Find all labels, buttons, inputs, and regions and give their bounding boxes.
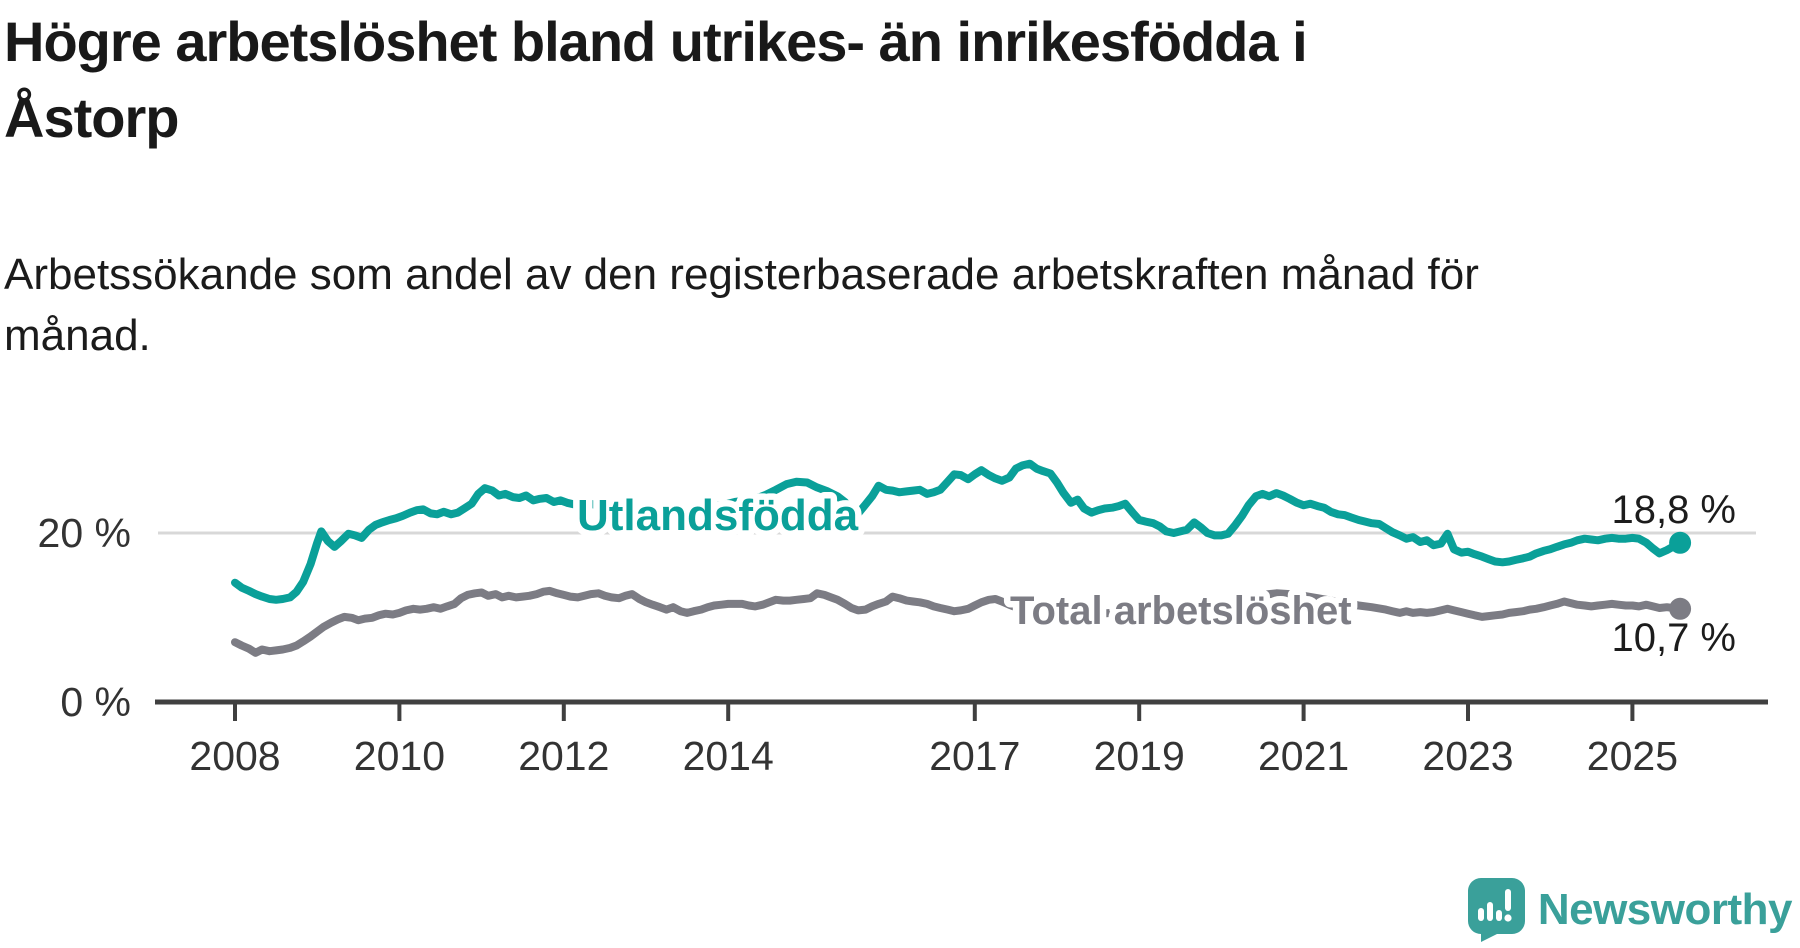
utlandsfodda-end-value-label: 18,8 % <box>1611 488 1736 532</box>
total-end-dot <box>1669 597 1692 620</box>
chart-subtitle: Arbetssökande som andel av den registerb… <box>4 244 1479 366</box>
x-tick-label: 2025 <box>1587 733 1678 779</box>
x-tick-label: 2019 <box>1094 733 1185 779</box>
x-tick-label: 2012 <box>518 733 609 779</box>
title-line-1: Högre arbetslöshet bland utrikes- än inr… <box>4 10 1308 73</box>
x-tick-label: 2017 <box>929 733 1020 779</box>
newsworthy-logo-icon <box>1467 878 1525 942</box>
x-axis-ticks <box>233 702 1635 721</box>
title-line-2: Åstorp <box>4 86 179 149</box>
total-arbetsloshet-line <box>231 586 1685 657</box>
utlandsfodda-line <box>231 459 1685 604</box>
total-series-label: Total arbetslöshet <box>1010 589 1352 633</box>
bar-3 <box>1495 910 1502 921</box>
utlandsfodda-end-dot <box>1669 531 1692 554</box>
newsworthy-wordmark: Newsworthy <box>1537 885 1793 934</box>
utlandsfodda-series-label: Utlandsfödda <box>577 491 859 540</box>
subtitle-line-1: Arbetssökande som andel av den registerb… <box>4 250 1479 299</box>
speech-bubble-shape <box>1467 878 1525 942</box>
exclamation-bar <box>1504 889 1511 911</box>
y-axis-labels: 20 % 0 % <box>38 510 131 725</box>
x-tick-label: 2023 <box>1422 733 1513 779</box>
total-end-value-label: 10,7 % <box>1611 616 1736 660</box>
subtitle-line-2: månad. <box>4 311 151 360</box>
x-tick-label: 2014 <box>683 733 774 779</box>
page-title: Högre arbetslöshet bland utrikes- än inr… <box>4 4 1308 156</box>
x-tick-label: 2008 <box>189 733 280 779</box>
x-axis-labels: 2008 2010 2012 2014 2017 2019 2021 2023 2025 <box>189 733 1678 779</box>
x-tick-label: 2010 <box>354 733 445 779</box>
bar-2 <box>1486 902 1493 921</box>
x-tick-label: 2021 <box>1258 733 1349 779</box>
newsworthy-logo: Newsworthy <box>1467 878 1793 942</box>
exclamation-dot <box>1504 914 1512 922</box>
bar-1 <box>1477 908 1484 921</box>
y-tick-label: 20 % <box>38 510 131 556</box>
y-tick-label: 0 % <box>60 679 131 725</box>
